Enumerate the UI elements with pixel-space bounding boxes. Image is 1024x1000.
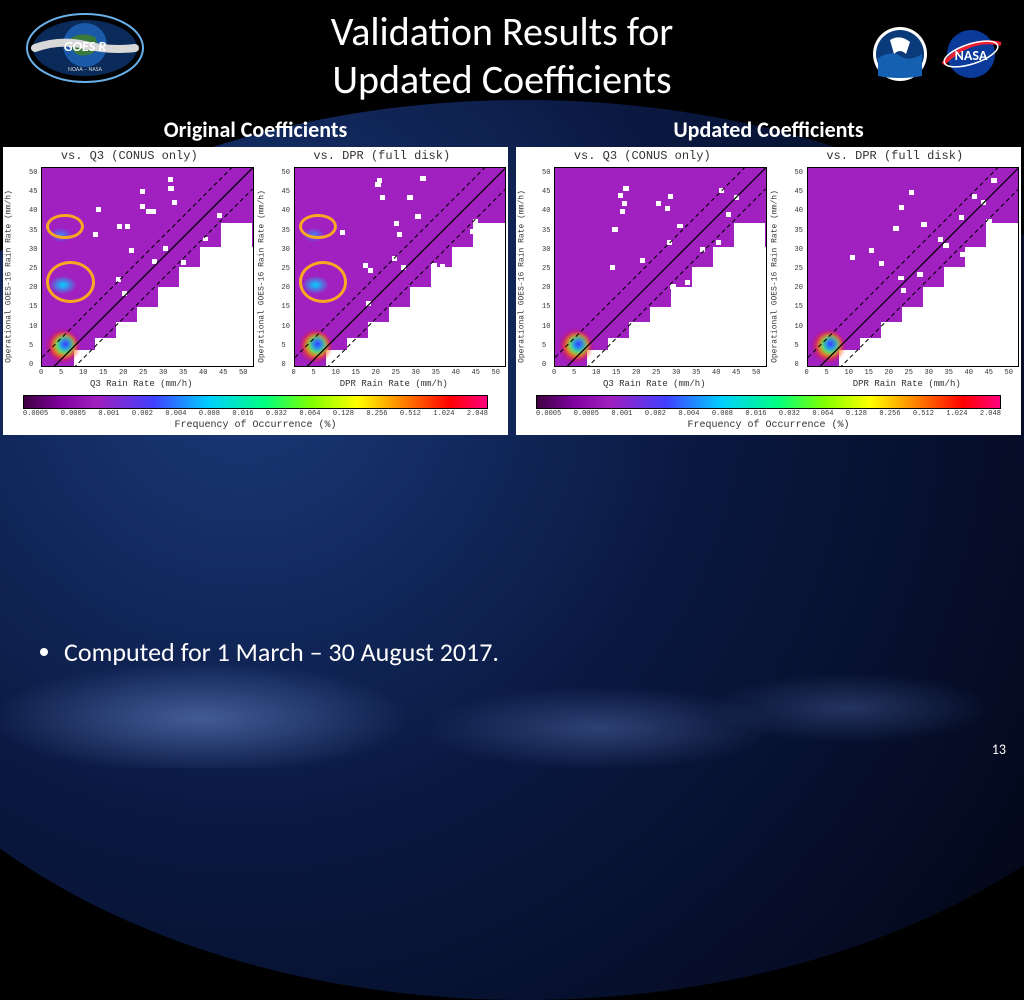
svg-text:NOAA – NASA: NOAA – NASA bbox=[68, 65, 102, 73]
y-axis-label: Operational GOES-16 Rain Rate (mm/h) bbox=[770, 190, 779, 363]
subplot-title: vs. Q3 (CONUS only) bbox=[518, 149, 767, 167]
plot-box bbox=[294, 167, 507, 367]
y-axis-label: Operational GOES-16 Rain Rate (mm/h) bbox=[518, 190, 527, 363]
plot-box bbox=[807, 167, 1020, 367]
noaa-logo bbox=[872, 26, 928, 82]
x-axis-label: Q3 Rain Rate (mm/h) bbox=[90, 379, 193, 389]
panel-group-1: Updated Coefficients vs. Q3 (CONUS only) O… bbox=[516, 116, 1021, 435]
x-axis-label: DPR Rain Rate (mm/h) bbox=[853, 379, 961, 389]
subplot-1: vs. DPR (full disk) Operational GOES-16 R… bbox=[258, 149, 507, 391]
annotation-circle bbox=[299, 261, 347, 303]
bullet-dot-icon bbox=[40, 648, 48, 656]
colorbar: 0.00050.00050.0010.0020.0040.0080.0160.0… bbox=[5, 395, 506, 431]
y-axis-label: Operational GOES-16 Rain Rate (mm/h) bbox=[257, 190, 266, 363]
bullet-text: Computed for 1 March – 30 August 2017. bbox=[64, 636, 499, 668]
x-axis-label: DPR Rain Rate (mm/h) bbox=[340, 379, 448, 389]
plot-box bbox=[41, 167, 254, 367]
panels: Original Coefficients vs. Q3 (CONUS only)… bbox=[0, 104, 1024, 435]
chart-container: vs. Q3 (CONUS only) Operational GOES-16 R… bbox=[3, 147, 508, 435]
svg-text:GOES R: GOES R bbox=[64, 38, 107, 55]
subplot-0: vs. Q3 (CONUS only) Operational GOES-16 R… bbox=[518, 149, 767, 391]
bullet-point: Computed for 1 March – 30 August 2017. bbox=[40, 636, 499, 668]
group-title: Original Coefficients bbox=[3, 116, 508, 143]
nasa-logo: NASA bbox=[938, 26, 1004, 82]
annotation-circle bbox=[299, 214, 337, 240]
title-line-2: Updated Coefficients bbox=[150, 56, 854, 104]
subplot-title: vs. DPR (full disk) bbox=[258, 149, 507, 167]
x-axis-label: Q3 Rain Rate (mm/h) bbox=[603, 379, 706, 389]
colorbar-label: Frequency of Occurrence (%) bbox=[23, 420, 488, 431]
svg-text:NASA: NASA bbox=[955, 47, 988, 64]
page-title: Validation Results for Updated Coefficie… bbox=[150, 8, 854, 104]
colorbar-label: Frequency of Occurrence (%) bbox=[536, 420, 1001, 431]
page-number: 13 bbox=[992, 741, 1006, 758]
annotation-circle bbox=[46, 214, 84, 240]
header: GOES R NOAA – NASA Validation Results fo… bbox=[0, 0, 1024, 104]
y-axis-label: Operational GOES-16 Rain Rate (mm/h) bbox=[5, 190, 14, 363]
colorbar: 0.00050.00050.0010.0020.0040.0080.0160.0… bbox=[518, 395, 1019, 431]
panel-group-0: Original Coefficients vs. Q3 (CONUS only)… bbox=[3, 116, 508, 435]
subplot-1: vs. DPR (full disk) Operational GOES-16 R… bbox=[771, 149, 1020, 391]
plot-box bbox=[554, 167, 767, 367]
goesr-logo: GOES R NOAA – NASA bbox=[20, 8, 150, 88]
annotation-circle bbox=[46, 261, 94, 303]
group-title: Updated Coefficients bbox=[516, 116, 1021, 143]
subplot-0: vs. Q3 (CONUS only) Operational GOES-16 R… bbox=[5, 149, 254, 391]
chart-container: vs. Q3 (CONUS only) Operational GOES-16 R… bbox=[516, 147, 1021, 435]
title-line-1: Validation Results for bbox=[150, 8, 854, 56]
subplot-title: vs. DPR (full disk) bbox=[771, 149, 1020, 167]
subplot-title: vs. Q3 (CONUS only) bbox=[5, 149, 254, 167]
